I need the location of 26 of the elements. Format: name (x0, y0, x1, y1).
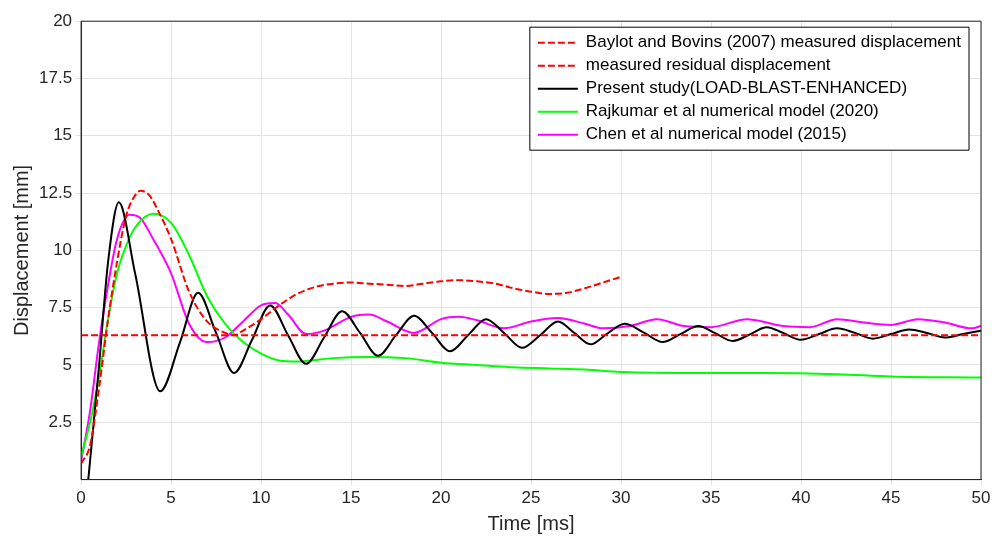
legend-label: Baylot and Bovins (2007) measured displacement (585, 32, 962, 52)
x-tick-label: 20 (431, 488, 451, 508)
x-tick-label: 25 (521, 488, 541, 508)
legend-label: Chen et al numerical model (2015) (585, 124, 847, 144)
y-tick-label: 20 (53, 10, 73, 30)
x-tick-label: 45 (881, 488, 901, 508)
x-tick-label: 35 (701, 488, 721, 508)
x-tick-label: 15 (341, 488, 361, 508)
x-tick-label: 30 (611, 488, 631, 508)
x-axis-title: Time [ms] (487, 511, 575, 534)
x-tick-label: 10 (251, 488, 271, 508)
y-tick-label: 10 (53, 240, 73, 260)
x-tick-label: 0 (76, 488, 86, 508)
y-tick-label: 7.5 (48, 297, 73, 317)
x-tick-label: 50 (971, 488, 991, 508)
y-tick-label: 17.5 (38, 68, 73, 88)
y-tick-label: 12.5 (38, 182, 73, 202)
y-tick-label: 15 (53, 125, 73, 145)
y-axis-title: Displacement [mm] (9, 164, 32, 336)
x-tick-label: 5 (166, 488, 176, 508)
y-tick-label: 2.5 (48, 411, 73, 431)
legend-label: Present study(LOAD-BLAST-ENHANCED) (585, 78, 908, 98)
legend-label: measured residual displacement (585, 55, 831, 75)
legend-label: Rajkumar et al numerical model (2020) (585, 101, 879, 121)
y-tick-label: 5 (62, 354, 73, 374)
x-tick-label: 40 (791, 488, 811, 508)
